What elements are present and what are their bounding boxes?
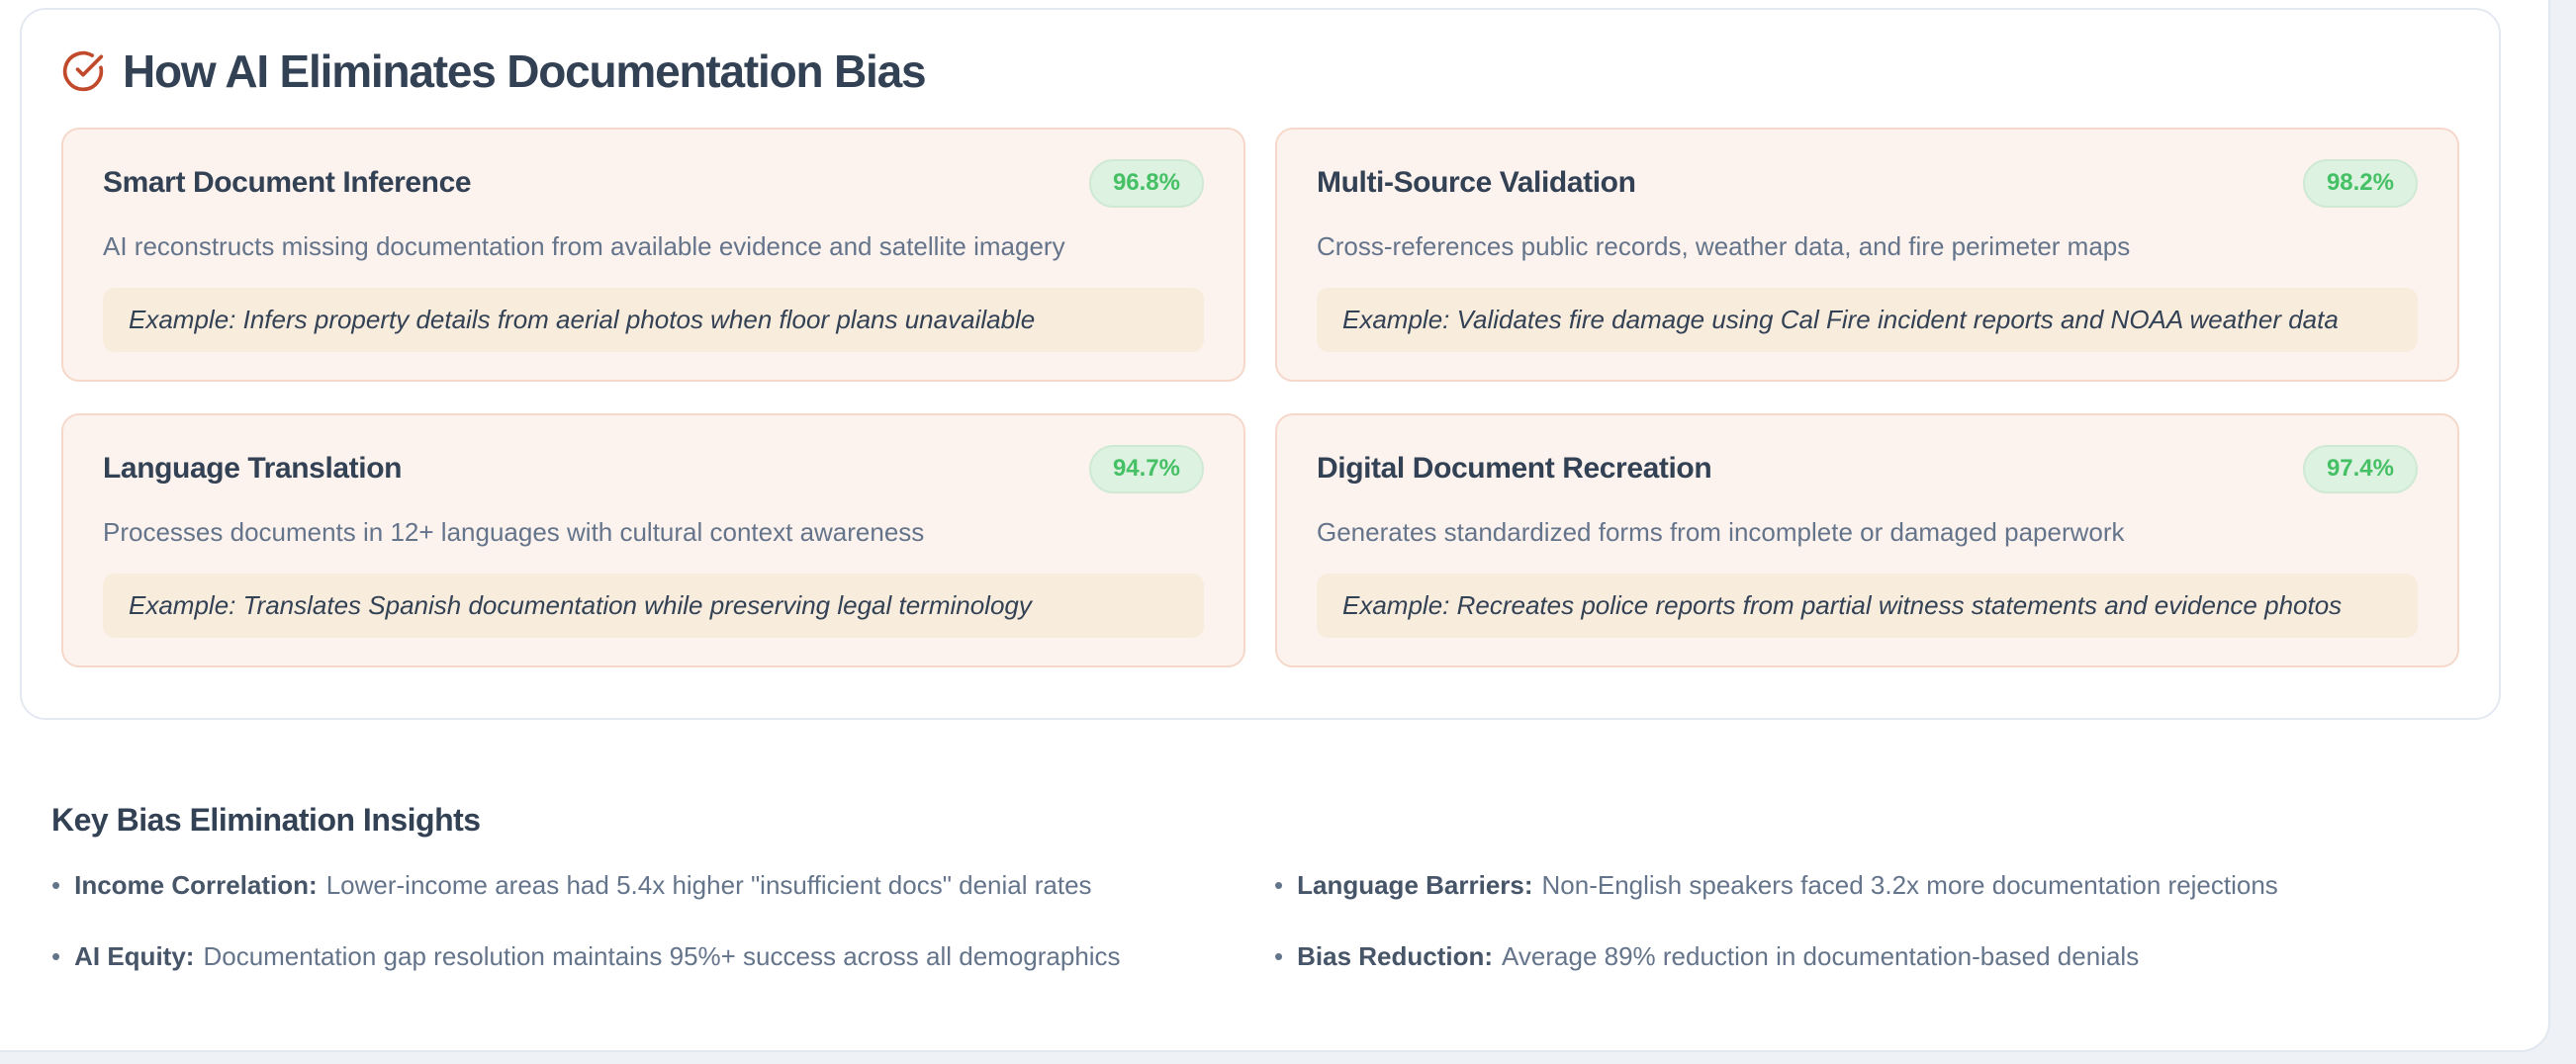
feature-card-header: Smart Document Inference 96.8%: [103, 158, 1204, 208]
ai-bias-section-card: How AI Eliminates Documentation Bias Sma…: [20, 8, 2501, 720]
accuracy-badge: 98.2%: [2302, 158, 2418, 208]
insight-label: Bias Reduction:: [1297, 940, 1494, 971]
insights-grid: • Income Correlation: Lower-income areas h…: [51, 870, 2499, 971]
feature-example: Example: Validates fire damage using Cal…: [1317, 287, 2418, 353]
insight-income-correlation: • Income Correlation: Lower-income areas h…: [51, 870, 1274, 901]
insights-heading: Key Bias Elimination Insights: [51, 802, 481, 838]
feature-card-header: Multi-Source Validation 98.2%: [1317, 158, 2418, 208]
feature-description: Generates standardized forms from incomp…: [1317, 516, 2125, 547]
insight-label: Income Correlation:: [74, 870, 318, 901]
section-header: How AI Eliminates Documentation Bias: [61, 45, 2459, 98]
feature-example: Example: Infers property details from ae…: [103, 287, 1204, 353]
feature-card-multi-source-validation: Multi-Source Validation 98.2% Cross-refe…: [1275, 127, 2459, 382]
insight-label: AI Equity:: [74, 940, 195, 971]
feature-description: Cross-references public records, weather…: [1317, 230, 2131, 261]
accuracy-badge: 97.4%: [2302, 444, 2418, 493]
insight-bias-reduction: • Bias Reduction: Average 89% reduction in…: [1274, 941, 2499, 972]
bullet-icon: •: [1274, 940, 1284, 971]
feature-card-digital-document-recreation: Digital Document Recreation 97.4% Genera…: [1275, 412, 2459, 667]
feature-title: Multi-Source Validation: [1317, 166, 1636, 200]
insights-section: Key Bias Elimination Insights • Income Co…: [51, 801, 2499, 972]
feature-card-language-translation: Language Translation 94.7% Processes doc…: [61, 412, 1245, 667]
insight-language-barriers: • Language Barriers: Non-English speakers …: [1274, 870, 2499, 901]
feature-description: AI reconstructs missing documentation fr…: [103, 230, 1065, 261]
section-title: How AI Eliminates Documentation Bias: [123, 45, 927, 97]
check-circle-icon: [61, 49, 105, 93]
insight-text: Lower-income areas had 5.4x higher "insu…: [325, 870, 1092, 901]
feature-title: Smart Document Inference: [103, 166, 472, 200]
bullet-icon: •: [51, 940, 61, 971]
accuracy-badge: 94.7%: [1088, 444, 1204, 493]
insight-ai-equity: • AI Equity: Documentation gap resolution …: [51, 941, 1274, 972]
feature-description: Processes documents in 12+ languages wit…: [103, 516, 925, 547]
bullet-icon: •: [51, 870, 61, 901]
insight-label: Language Barriers:: [1297, 870, 1533, 901]
feature-card-smart-document-inference: Smart Document Inference 96.8% AI recons…: [61, 127, 1245, 382]
feature-example: Example: Recreates police reports from p…: [1317, 573, 2418, 639]
feature-title: Digital Document Recreation: [1317, 452, 1712, 486]
feature-card-header: Language Translation 94.7%: [103, 444, 1204, 493]
bullet-icon: •: [1274, 870, 1284, 901]
insight-text: Average 89% reduction in documentation-b…: [1502, 940, 2140, 971]
feature-title: Language Translation: [103, 452, 403, 486]
accuracy-badge: 96.8%: [1088, 158, 1204, 208]
feature-cards-grid: Smart Document Inference 96.8% AI recons…: [61, 127, 2459, 667]
insight-text: Non-English speakers faced 3.2x more doc…: [1541, 870, 2278, 901]
insight-text: Documentation gap resolution maintains 9…: [203, 940, 1121, 971]
feature-example: Example: Translates Spanish documentatio…: [103, 573, 1204, 639]
feature-card-header: Digital Document Recreation 97.4%: [1317, 444, 2418, 493]
